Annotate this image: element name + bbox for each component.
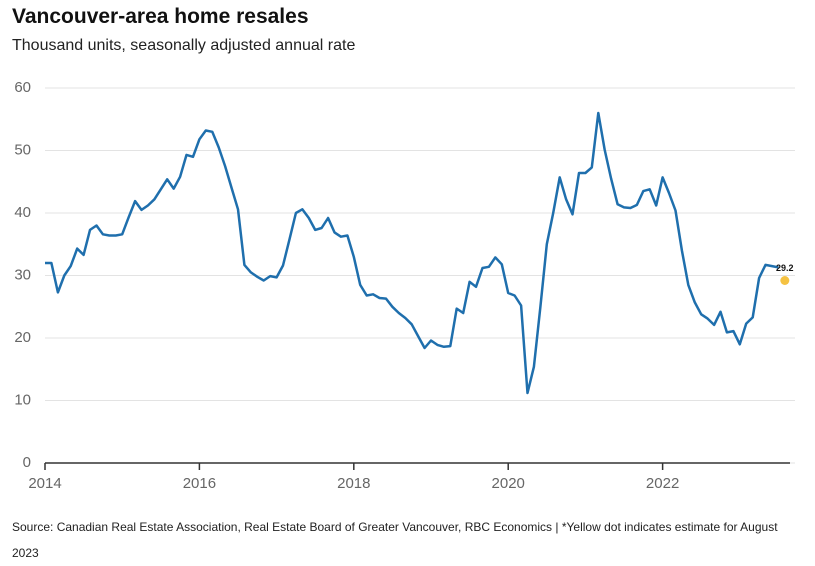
y-tick-label: 60 [14,79,31,96]
chart: 0 10 20 30 40 50 60 2014 2016 2018 2020 2022 29.2 [14,79,795,492]
chart-title: Vancouver-area home resales [12,5,309,28]
line-series [45,111,779,395]
x-tick-label: 2020 [492,475,525,492]
x-tick-label: 2022 [646,475,679,492]
x-tick-label: 2014 [28,475,61,492]
source-note: Source: Canadian Real Estate Association… [12,520,778,560]
x-tick-label: 2018 [337,475,370,492]
y-tick-label: 50 [14,141,31,158]
y-tick-label: 0 [23,454,31,471]
y-tick-label: 30 [14,266,31,283]
x-tick-label: 2016 [183,475,216,492]
chart-subtitle: Thousand units, seasonally adjusted annu… [12,37,356,54]
y-tick-label: 10 [14,391,31,408]
y-tick-label: 20 [14,329,31,346]
estimate-dot [780,276,790,285]
estimate-label: 29.2 [776,263,794,273]
y-tick-label: 40 [14,204,31,221]
